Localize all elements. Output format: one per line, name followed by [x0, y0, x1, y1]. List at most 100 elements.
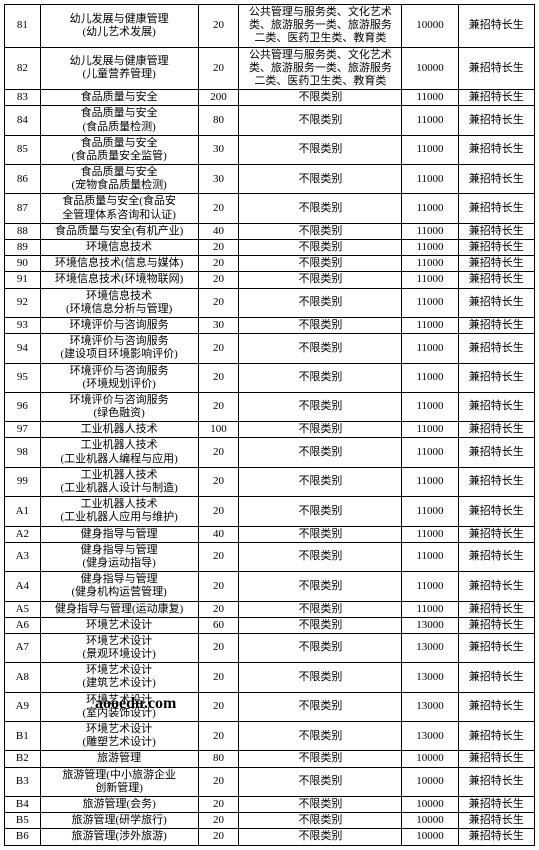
quota: 100 — [198, 422, 239, 438]
table-row: A2健身指导与管理40不限类别11000兼招特长生 — [5, 526, 535, 542]
row-id: 93 — [5, 317, 41, 333]
table-row: 95环境评价与咨询服务 (环境规划评价)20不限类别11000兼招特长生 — [5, 363, 535, 392]
table-row: 99工业机器人技术 (工业机器人设计与制造)20不限类别11000兼招特长生 — [5, 467, 535, 496]
category: 公共管理与服务类、文化艺术 类、旅游服务一类、旅游服务 二类、医药卫生类、教育类 — [239, 47, 402, 90]
quota: 20 — [198, 572, 239, 601]
table-row: A4健身指导与管理 (健身机构运营管理)20不限类别11000兼招特长生 — [5, 572, 535, 601]
quota: 200 — [198, 90, 239, 106]
category: 不限类别 — [239, 663, 402, 692]
table-row: B2旅游管理80不限类别10000兼招特长生 — [5, 751, 535, 767]
quota: 20 — [198, 497, 239, 526]
fee: 11000 — [402, 256, 458, 272]
note: 兼招特长生 — [458, 363, 534, 392]
fee: 13000 — [402, 633, 458, 662]
quota: 20 — [198, 692, 239, 721]
note: 兼招特长生 — [458, 722, 534, 751]
row-id: 89 — [5, 240, 41, 256]
category: 不限类别 — [239, 422, 402, 438]
table-row: 90环境信息技术(信息与媒体)20不限类别11000兼招特长生 — [5, 256, 535, 272]
note: 兼招特长生 — [458, 223, 534, 239]
quota: 20 — [198, 542, 239, 571]
quota: 20 — [198, 272, 239, 288]
category: 不限类别 — [239, 617, 402, 633]
fee: 10000 — [402, 5, 458, 48]
table-row: 82幼儿发展与健康管理 (儿童营养管理)20公共管理与服务类、文化艺术 类、旅游… — [5, 47, 535, 90]
quota: 20 — [198, 288, 239, 317]
major-name: 旅游管理 — [40, 751, 198, 767]
row-id: B1 — [5, 722, 41, 751]
major-name: 环境艺术设计 (雕塑艺术设计) — [40, 722, 198, 751]
fee: 11000 — [402, 223, 458, 239]
quota: 20 — [198, 467, 239, 496]
quota: 20 — [198, 829, 239, 845]
category: 不限类别 — [239, 288, 402, 317]
row-id: A2 — [5, 526, 41, 542]
quota: 20 — [198, 363, 239, 392]
table-row: B6旅游管理(涉外旅游)20不限类别10000兼招特长生 — [5, 829, 535, 845]
table-row: B4旅游管理(会务)20不限类别10000兼招特长生 — [5, 796, 535, 812]
fee: 11000 — [402, 526, 458, 542]
fee: 11000 — [402, 542, 458, 571]
category: 不限类别 — [239, 165, 402, 194]
major-name: 旅游管理(涉外旅游) — [40, 829, 198, 845]
major-name: 健身指导与管理(运动康复) — [40, 601, 198, 617]
category: 不限类别 — [239, 194, 402, 223]
fee: 11000 — [402, 497, 458, 526]
note: 兼招特长生 — [458, 194, 534, 223]
note: 兼招特长生 — [458, 240, 534, 256]
note: 兼招特长生 — [458, 572, 534, 601]
note: 兼招特长生 — [458, 422, 534, 438]
table-row: 86食品质量与安全 (宠物食品质量检测)30不限类别11000兼招特长生 — [5, 165, 535, 194]
note: 兼招特长生 — [458, 663, 534, 692]
fee: 11000 — [402, 363, 458, 392]
quota: 20 — [198, 334, 239, 363]
row-id: 84 — [5, 106, 41, 135]
fee: 11000 — [402, 135, 458, 164]
major-name: 旅游管理(会务) — [40, 796, 198, 812]
note: 兼招特长生 — [458, 542, 534, 571]
category: 不限类别 — [239, 272, 402, 288]
category: 不限类别 — [239, 223, 402, 239]
fee: 11000 — [402, 422, 458, 438]
table-row: B1环境艺术设计 (雕塑艺术设计)20不限类别13000兼招特长生 — [5, 722, 535, 751]
note: 兼招特长生 — [458, 617, 534, 633]
quota: 20 — [198, 438, 239, 467]
table-row: A6环境艺术设计60不限类别13000兼招特长生 — [5, 617, 535, 633]
table-row: 94环境评价与咨询服务 (建设项目环境影响评价)20不限类别11000兼招特长生 — [5, 334, 535, 363]
note: 兼招特长生 — [458, 692, 534, 721]
category: 不限类别 — [239, 363, 402, 392]
major-name: 食品质量与安全 — [40, 90, 198, 106]
quota: 30 — [198, 317, 239, 333]
note: 兼招特长生 — [458, 467, 534, 496]
major-name: 食品质量与安全 (食品质量检测) — [40, 106, 198, 135]
fee: 11000 — [402, 601, 458, 617]
category: 不限类别 — [239, 106, 402, 135]
category: 不限类别 — [239, 90, 402, 106]
category: 不限类别 — [239, 796, 402, 812]
major-name: 工业机器人技术 (工业机器人设计与制造) — [40, 467, 198, 496]
note: 兼招特长生 — [458, 796, 534, 812]
table-row: 93环境评价与咨询服务30不限类别11000兼招特长生 — [5, 317, 535, 333]
table-row: 89环境信息技术20不限类别11000兼招特长生 — [5, 240, 535, 256]
note: 兼招特长生 — [458, 526, 534, 542]
category: 不限类别 — [239, 633, 402, 662]
row-id: B4 — [5, 796, 41, 812]
major-name: 环境评价与咨询服务 — [40, 317, 198, 333]
table-row: 91环境信息技术(环境物联网)20不限类别11000兼招特长生 — [5, 272, 535, 288]
row-id: 96 — [5, 392, 41, 421]
category: 不限类别 — [239, 542, 402, 571]
fee: 11000 — [402, 334, 458, 363]
quota: 40 — [198, 526, 239, 542]
quota: 20 — [198, 392, 239, 421]
row-id: A9 — [5, 692, 41, 721]
major-name: 工业机器人技术 — [40, 422, 198, 438]
category: 不限类别 — [239, 526, 402, 542]
quota: 20 — [198, 722, 239, 751]
fee: 13000 — [402, 692, 458, 721]
fee: 10000 — [402, 829, 458, 845]
major-name: 环境艺术设计 (建筑艺术设计) — [40, 663, 198, 692]
fee: 10000 — [402, 796, 458, 812]
category: 不限类别 — [239, 317, 402, 333]
major-name: 环境评价与咨询服务 (绿色融资) — [40, 392, 198, 421]
category: 不限类别 — [239, 256, 402, 272]
